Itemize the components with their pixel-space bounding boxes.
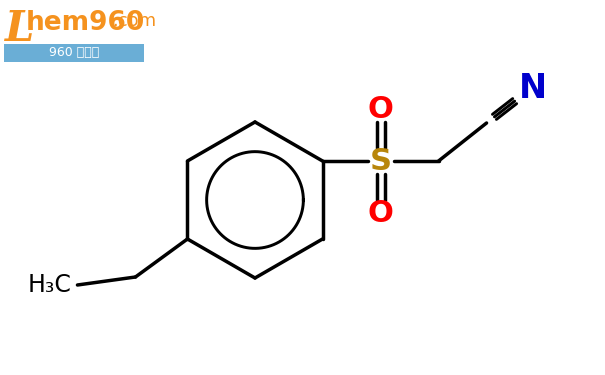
FancyBboxPatch shape — [2, 2, 149, 66]
Text: H₃C: H₃C — [28, 273, 71, 297]
Text: N: N — [518, 72, 546, 105]
Text: .com: .com — [112, 12, 156, 30]
Text: hem960: hem960 — [26, 10, 145, 36]
Text: L: L — [5, 8, 34, 50]
Text: 960 化工网: 960 化工网 — [49, 46, 99, 60]
FancyBboxPatch shape — [4, 44, 144, 62]
Text: O: O — [368, 94, 393, 123]
Text: S: S — [370, 147, 391, 176]
Text: O: O — [368, 198, 393, 228]
